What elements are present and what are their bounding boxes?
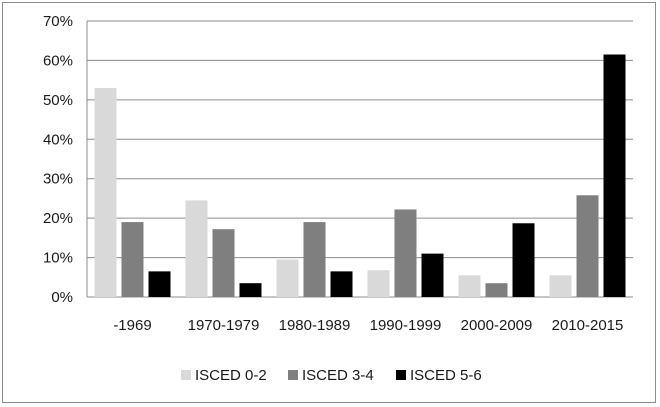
x-tick-label: 2010-2015: [552, 317, 624, 334]
x-tick-label: 1990-1999: [370, 317, 442, 334]
legend-swatch: [396, 370, 406, 380]
bar-isced-3-4-19701979: [212, 229, 235, 297]
bar-isced-5-6-20102015: [603, 54, 626, 298]
x-tick-label: -1969: [113, 317, 151, 334]
x-axis: -1969 1970-1979 1980-1989 1990-1999 2000-200…: [113, 317, 623, 334]
x-tick-label: 1980-1989: [279, 317, 351, 334]
legend-swatch: [288, 370, 298, 380]
y-tick-label: 50%: [43, 92, 73, 109]
bar-isced-0-2-19801989: [276, 259, 299, 297]
y-tick-label: 40%: [43, 131, 73, 148]
bar-isced-3-4-19801989: [303, 222, 326, 297]
bar-isced-5-6-1969: [148, 271, 171, 297]
bar-isced-5-6-20002009: [512, 223, 535, 297]
bar-isced-5-6-19801989: [330, 271, 353, 297]
y-tick-label: 30%: [43, 171, 73, 188]
y-tick-label: 0%: [51, 289, 73, 306]
y-axis: 0% 10% 20% 30% 40% 50% 60% 70%: [43, 13, 88, 306]
legend-label: ISCED 5-6: [410, 367, 482, 384]
bar-isced-3-4-20102015: [576, 195, 599, 297]
bar-isced-5-6-19901999: [421, 253, 444, 297]
bar-isced-3-4-19901999: [394, 209, 417, 297]
y-tick-label: 60%: [43, 52, 73, 69]
x-tick-label: 2000-2009: [461, 317, 533, 334]
y-tick-label: 70%: [43, 13, 73, 30]
legend-label: ISCED 3-4: [302, 367, 374, 384]
legend: ISCED 0-2 ISCED 3-4 ISCED 5-6: [181, 367, 482, 384]
legend-label: ISCED 0-2: [195, 367, 267, 384]
gridlines: [87, 20, 633, 298]
bars: [94, 54, 626, 298]
bar-isced-0-2-19901999: [367, 270, 390, 297]
x-tick-label: 1970-1979: [188, 317, 260, 334]
legend-swatch: [181, 370, 191, 380]
y-tick-label: 20%: [43, 210, 73, 227]
bar-isced-0-2-1969: [94, 88, 117, 298]
bar-isced-3-4-20002009: [485, 283, 508, 297]
bar-isced-5-6-19701979: [239, 283, 262, 297]
bar-isced-0-2-20002009: [458, 275, 481, 297]
bar-isced-3-4-1969: [121, 222, 144, 297]
bar-isced-0-2-19701979: [185, 200, 208, 297]
bar-isced-0-2-20102015: [549, 275, 572, 297]
y-tick-label: 10%: [43, 250, 73, 267]
